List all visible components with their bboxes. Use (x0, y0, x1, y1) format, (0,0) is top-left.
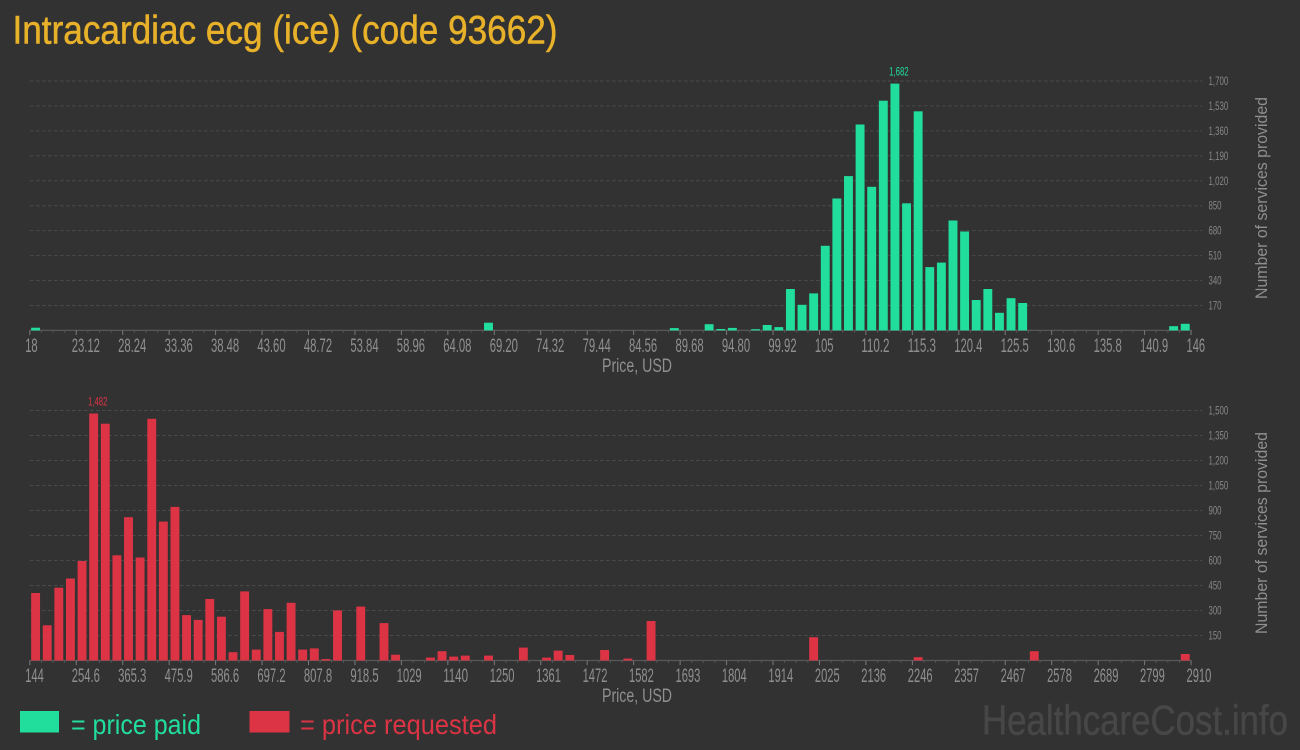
svg-text:900: 900 (1209, 506, 1222, 518)
svg-text:170: 170 (1209, 301, 1222, 313)
svg-text:1693: 1693 (676, 666, 701, 687)
svg-text:300: 300 (1209, 606, 1222, 618)
svg-text:115.3: 115.3 (908, 336, 936, 357)
svg-text:1914: 1914 (768, 666, 793, 687)
svg-text:146: 146 (1187, 336, 1206, 357)
svg-text:1,020: 1,020 (1209, 176, 1229, 188)
svg-text:1,200: 1,200 (1209, 456, 1229, 468)
svg-text:475.9: 475.9 (165, 666, 193, 687)
svg-text:1472: 1472 (583, 666, 608, 687)
svg-text:918.5: 918.5 (350, 666, 378, 687)
svg-text:750: 750 (1209, 531, 1222, 543)
svg-text:450: 450 (1209, 581, 1222, 593)
svg-text:2357: 2357 (954, 666, 979, 687)
svg-text:1140: 1140 (443, 666, 468, 687)
svg-text:150: 150 (1209, 631, 1222, 643)
svg-text:680: 680 (1209, 226, 1222, 238)
svg-text:33.36: 33.36 (165, 336, 193, 357)
svg-text:1804: 1804 (722, 666, 747, 687)
svg-text:135.8: 135.8 (1094, 336, 1122, 357)
svg-text:1029: 1029 (397, 666, 422, 687)
svg-text:= price paid: = price paid (71, 709, 201, 740)
svg-text:1,500: 1,500 (1209, 406, 1229, 418)
svg-text:58.96: 58.96 (397, 336, 425, 357)
svg-text:850: 850 (1209, 201, 1222, 213)
svg-text:586.6: 586.6 (211, 666, 239, 687)
svg-text:23.12: 23.12 (72, 336, 100, 357)
svg-text:84.56: 84.56 (629, 336, 657, 357)
svg-text:1250: 1250 (490, 666, 515, 687)
svg-text:254.6: 254.6 (72, 666, 100, 687)
svg-text:= price requested: = price requested (300, 709, 497, 740)
svg-text:2689: 2689 (1094, 666, 1119, 687)
svg-text:1,050: 1,050 (1209, 481, 1229, 493)
svg-text:2025: 2025 (815, 666, 840, 687)
svg-text:Number of services provided: Number of services provided (1253, 97, 1271, 299)
svg-text:28.24: 28.24 (118, 336, 146, 357)
svg-text:144: 144 (25, 666, 44, 687)
svg-text:125.5: 125.5 (1001, 336, 1029, 357)
svg-text:1582: 1582 (629, 666, 654, 687)
svg-text:807.8: 807.8 (304, 666, 332, 687)
svg-text:1,350: 1,350 (1209, 431, 1229, 443)
svg-text:105: 105 (815, 336, 834, 357)
svg-text:1,700: 1,700 (1209, 76, 1229, 88)
svg-text:94.80: 94.80 (722, 336, 750, 357)
svg-text:510: 510 (1209, 251, 1222, 263)
svg-text:2467: 2467 (1001, 666, 1026, 687)
svg-text:2578: 2578 (1047, 666, 1072, 687)
svg-text:600: 600 (1209, 556, 1222, 568)
svg-text:1361: 1361 (536, 666, 561, 687)
svg-text:697.2: 697.2 (257, 666, 285, 687)
svg-text:110.2: 110.2 (861, 336, 889, 357)
svg-text:99.92: 99.92 (768, 336, 796, 357)
svg-text:2136: 2136 (861, 666, 886, 687)
svg-text:Number of services provided: Number of services provided (1253, 432, 1271, 634)
svg-text:1,360: 1,360 (1209, 126, 1229, 138)
svg-text:Price, USD: Price, USD (602, 686, 672, 707)
svg-text:340: 340 (1209, 276, 1222, 288)
svg-text:1,530: 1,530 (1209, 101, 1229, 113)
svg-text:Price, USD: Price, USD (602, 356, 672, 377)
svg-text:74.32: 74.32 (536, 336, 564, 357)
svg-text:120.4: 120.4 (954, 336, 982, 357)
svg-text:1,482: 1,482 (88, 394, 108, 408)
svg-text:2910: 2910 (1187, 666, 1212, 687)
svg-text:79.44: 79.44 (583, 336, 611, 357)
svg-text:38.48: 38.48 (211, 336, 239, 357)
svg-text:140.9: 140.9 (1140, 336, 1168, 357)
svg-text:Intracardiac ecg (ice) (code 9: Intracardiac ecg (ice) (code 93662) (13, 9, 558, 53)
svg-text:130.6: 130.6 (1047, 336, 1075, 357)
svg-text:69.20: 69.20 (490, 336, 518, 357)
svg-text:2799: 2799 (1140, 666, 1165, 687)
svg-text:1,682: 1,682 (889, 64, 909, 78)
svg-text:365.3: 365.3 (118, 666, 146, 687)
svg-text:48.72: 48.72 (304, 336, 332, 357)
svg-text:18: 18 (25, 336, 37, 357)
svg-text:64.08: 64.08 (443, 336, 471, 357)
svg-text:89.68: 89.68 (676, 336, 704, 357)
svg-text:2246: 2246 (908, 666, 933, 687)
svg-text:1,190: 1,190 (1209, 151, 1229, 163)
svg-text:HealthcareCost.info: HealthcareCost.info (982, 697, 1288, 744)
svg-text:43.60: 43.60 (257, 336, 285, 357)
svg-text:53.84: 53.84 (350, 336, 378, 357)
